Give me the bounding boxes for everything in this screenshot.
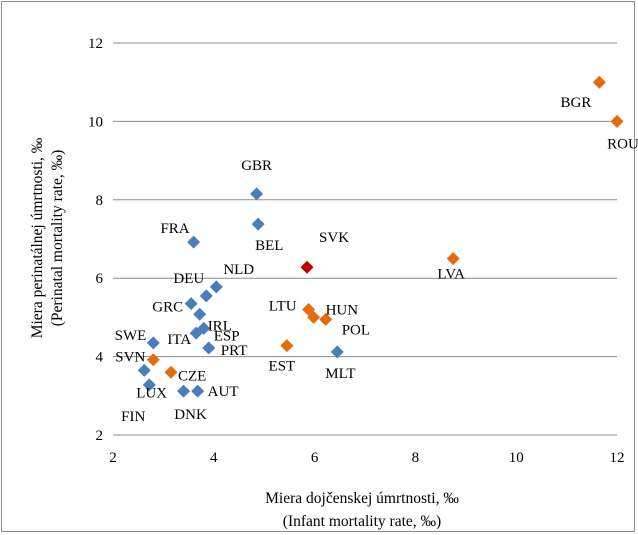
point-label-nld: NLD — [223, 262, 254, 278]
point-pol — [319, 312, 333, 326]
point-svk — [300, 260, 314, 274]
y-tick-label: 6 — [96, 271, 104, 287]
point-label-grc: GRC — [152, 300, 183, 316]
point-swe — [146, 336, 160, 350]
point-label-est: EST — [269, 359, 296, 375]
point-irl — [193, 307, 207, 321]
point-label-cze: CZE — [178, 368, 206, 384]
point-label-prt: PRT — [221, 343, 248, 359]
x-tick-label: 8 — [412, 450, 420, 466]
point-fra — [187, 235, 201, 249]
point-fin — [142, 378, 156, 392]
grid-layer — [113, 42, 617, 436]
y-tick-label: 8 — [96, 193, 104, 209]
point-dnk — [177, 384, 191, 398]
point-nld — [209, 280, 223, 294]
point-label-swe: SWE — [115, 328, 147, 344]
y-tick-labels: 2 4 6 8 10 12 — [88, 36, 104, 444]
point-label-gbr: GBR — [241, 158, 272, 174]
point-ita — [189, 326, 203, 340]
point-label-aut: AUT — [208, 384, 239, 400]
point-grc — [184, 297, 198, 311]
point-label-ltu: LTU — [269, 299, 297, 315]
x-tick-label: 6 — [311, 450, 319, 466]
y-axis-subtitle: (Perinatal mortality rate, ‰) — [49, 150, 66, 326]
point-mlt — [330, 345, 344, 359]
point-deu — [199, 289, 213, 303]
point-label-bel: BEL — [255, 238, 283, 254]
point-label-bgr: BGR — [561, 95, 592, 111]
point-label-dnk: DNK — [174, 407, 207, 423]
point-label-mlt: MLT — [325, 366, 355, 382]
point-label-fin: FIN — [121, 409, 145, 425]
point-label-fra: FRA — [160, 221, 189, 237]
x-axis-title: Miera dojčenskej úmrtnosti, ‰ — [265, 490, 459, 507]
point-label-ita: ITA — [167, 332, 191, 348]
point-cze — [164, 365, 178, 379]
point-label-esp: ESP — [214, 328, 240, 344]
x-axis-subtitle: (Infant mortality rate, ‰) — [283, 513, 441, 530]
point-label-hun: HUN — [326, 302, 359, 318]
data-points — [137, 75, 624, 398]
point-label-rou: ROU — [607, 136, 638, 152]
point-label-deu: DEU — [173, 271, 204, 287]
point-hun — [307, 310, 321, 324]
y-tick-label: 2 — [96, 428, 104, 444]
x-tick-label: 2 — [109, 450, 117, 466]
x-tick-label: 12 — [610, 450, 625, 466]
point-label-lva: LVA — [437, 267, 465, 283]
point-label-pol: POL — [342, 322, 370, 338]
point-svn — [146, 353, 160, 367]
point-lva — [446, 252, 460, 266]
y-tick-label: 12 — [88, 36, 103, 52]
point-lux — [137, 363, 151, 377]
point-gbr — [250, 187, 264, 201]
point-aut — [191, 384, 205, 398]
x-tick-label: 4 — [210, 450, 218, 466]
point-prt — [202, 341, 216, 355]
point-est — [280, 339, 294, 353]
point-label-svn: SVN — [115, 350, 145, 366]
point-rou — [610, 114, 624, 128]
y-tick-label: 4 — [96, 350, 104, 366]
point-label-lux: LUX — [136, 385, 167, 401]
y-tick-label: 10 — [88, 114, 103, 130]
x-tick-label: 10 — [509, 450, 524, 466]
point-label-svk: SVK — [319, 230, 349, 246]
point-label-irl: IRL — [208, 318, 232, 334]
point-bgr — [592, 75, 606, 89]
point-bel — [251, 217, 265, 231]
x-tick-labels: 2 4 6 8 10 12 — [109, 450, 624, 466]
y-axis-title: Miera perinatálnej úmrtnosti, ‰ — [29, 137, 46, 338]
